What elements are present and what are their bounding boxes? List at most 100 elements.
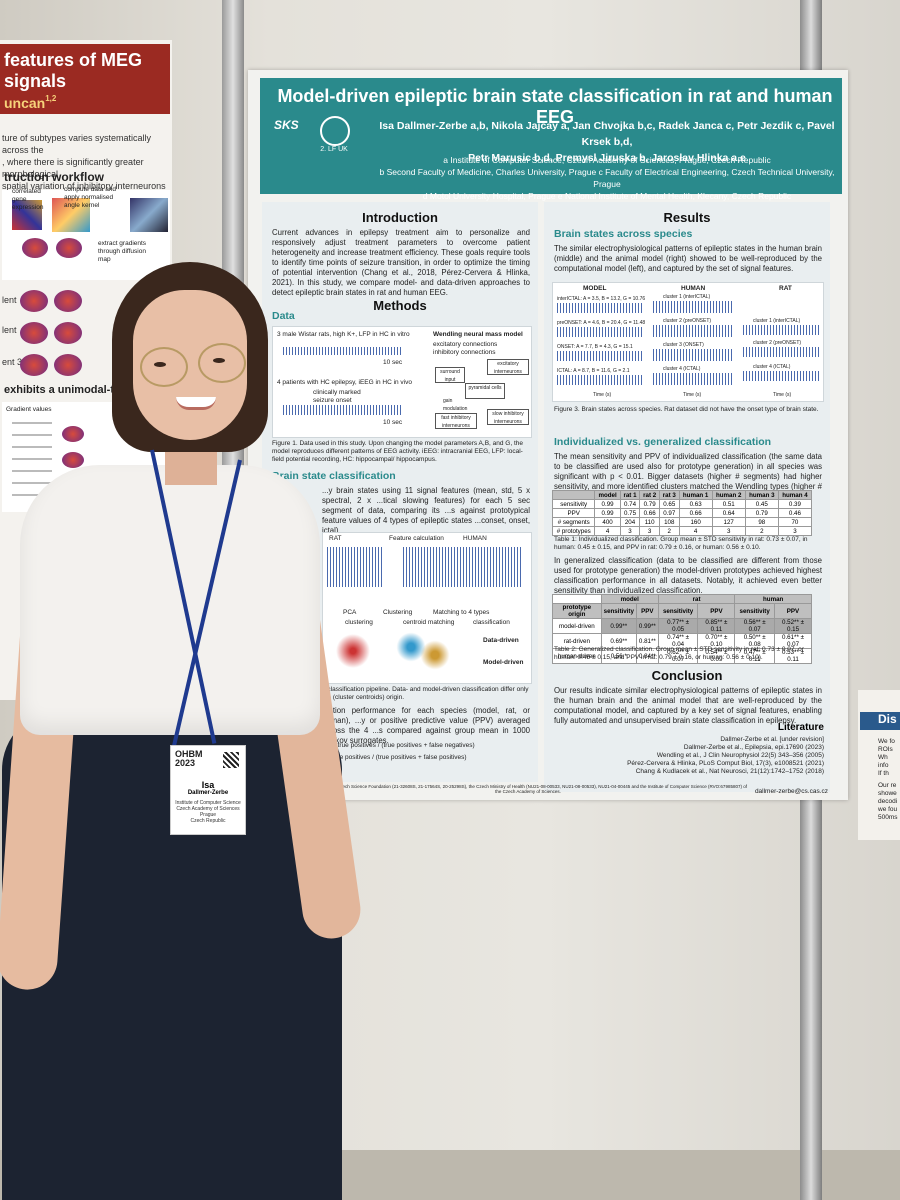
right-poster-text: We fo ROIs Wh info If th Our re showe de… [878,738,900,822]
performance-text: ...ation performance for each species (m… [322,706,530,745]
literature-item: Pérez-Cervera & Hlinka, PLoS Comput Biol… [627,760,824,767]
model-row-label: preONSET: A = 4.6, B = 20.4, G = 11.48 [557,320,646,326]
table-cell: 400 [594,517,621,527]
table-cell: 0.85** ± 0.11 [697,618,736,634]
methods-heading: Methods [373,298,427,313]
table-cell: 3 [711,526,746,536]
table-cell: 0.79 [744,508,779,518]
intro-line: , where there is significantly greater m… [2,157,144,179]
model-trace [557,303,643,313]
table-row: # prototypes 4 3 3 2 4 3 2 3 [551,526,813,536]
ppv-formula: true positives / (true positives + false… [332,754,467,761]
table-cell: 2 [658,526,680,536]
author-line: Isa Dallmer-Zerbe a,b, Nikola Jajcay a, … [379,120,835,148]
glasses-right-lens [198,343,246,383]
pipeline-label: centroid matching [403,619,455,626]
contact-email: dallmer-zerbe@cs.cas.cz [754,788,828,795]
text-fragment: Our re [878,782,897,789]
intro-heading: Introduction [362,210,438,225]
table-cell: 0.75 [619,508,641,518]
table-cell: 0.77** ± 0.05 [657,618,699,634]
text-fragment: showe [878,790,897,797]
model-trace [557,327,643,337]
sensitivity-formula: = true positives / (true positives + fal… [332,742,475,749]
rat-trace [743,325,819,335]
table-header: human 1 [678,490,713,500]
table-cell: 4 [594,526,621,536]
table1-caption: Table 1: Individualized classification. … [554,536,808,551]
intro-line: ture of subtypes varies systematically a… [2,133,152,155]
pipeline-label: clustering [345,619,373,626]
glasses-left-lens [140,347,188,387]
table-row: model-driven 0.99** 0.99** 0.77** ± 0.05… [552,618,812,634]
table-cell: 3 [777,526,813,536]
table-cell: 3 [639,526,660,536]
figure1-caption: Figure 1. Data used in this study. Upon … [272,440,523,463]
left-poster-author-sup: 1,2 [45,94,57,103]
affiliation: b Second Faculty of Medicine, Charles Un… [379,167,835,189]
cluster-label: cluster 1 (interICTAL) [663,294,711,300]
table-cell: 0.54** ± 0.09 [697,648,736,664]
table-header: model [594,490,621,500]
table-individualized: model rat 1 rat 2 rat 3 human 1 human 2 … [551,490,813,536]
pipeline-figure: RAT Feature calculation HUMAN PCA Cluste… [322,532,532,684]
poster-authors: Isa Dallmer-Zerbe a,b, Nikola Jajcay a, … [372,118,842,166]
right-poster: Dis We fo ROIs Wh info If th Our re show… [858,690,900,840]
pipeline-label: PCA [343,609,357,616]
main-poster: Model-driven epileptic brain state class… [248,70,848,800]
side-note: lent [2,295,17,305]
text-fragment: 500ms [878,814,898,821]
table-header [551,490,596,500]
left-poster-author: uncan [4,95,46,111]
badge-institution: Institute of Computer Science Czech Acad… [171,800,245,824]
brain-map [20,290,48,312]
table-cell: 0.47** ± 0.11 [734,648,775,664]
conclusion-heading: Conclusion [651,668,723,683]
pipeline-label: Feature calculation [389,535,444,542]
table-header: human 2 [711,490,746,500]
table-header-row: model rat 1 rat 2 rat 3 human 1 human 2 … [551,490,813,500]
text-fragment: info [878,762,889,769]
table-cell: 0.97 [658,508,680,518]
sks-logo: SKS [274,118,299,132]
table-cell: 0.84** [635,648,659,664]
literature-list: Dallmer-Zerbe et al. [under revision] Da… [584,736,824,776]
table-header: PPV [697,603,736,619]
rat-trace [743,371,819,381]
conclusion-text: Our results indicate similar electrophys… [554,686,822,725]
table-cell: 0.64 [711,508,746,518]
human-trace [653,301,733,313]
col-header: MODEL [583,285,607,292]
table-header: rat 3 [658,490,680,500]
table-cell: 0.99 [594,499,621,509]
table-cell: 0.51 [711,499,746,509]
text-fragment: we fou [878,806,898,813]
brain-map [22,238,48,258]
gradient-matrix [130,198,168,232]
brain-maps-grid: lent lent ent 3 [2,290,170,380]
table-cell: 0.66 [678,508,713,518]
cluster-label: cluster 2 (preONSET) [663,318,712,324]
onset-label: clinically marked seizure onset [313,389,361,404]
table-cell [552,594,602,604]
cluster-label: cluster 1 (interICTAL) [753,318,801,324]
gene-matrix [12,200,42,230]
badge-inst-line: Institute of Computer Science [175,800,241,806]
badge-inst-line: Prague [199,812,217,818]
table-cell: 0.39 [777,499,813,509]
table-cell: sensitivity [551,499,596,509]
model-driven-label: Model-driven [483,659,524,666]
table-cell: 0.53** ± 0.11 [774,648,812,664]
pca-scatter [333,631,373,671]
left-column: Introduction Current advances in epileps… [262,202,538,782]
affiliation: a Institute of Computer Science, Czech A… [443,155,771,165]
table-cell: 110 [639,517,660,527]
pipeline-label: RAT [329,535,342,542]
species-heading: Brain states across species [554,228,693,240]
table-cell: 0.79 [639,499,660,509]
poster-affiliations: a Institute of Computer Science, Czech A… [372,154,842,202]
text-fragment: If th [878,770,889,777]
literature-item: Dallmer-Zerbe et al., Epilepsia, epi.176… [683,744,824,751]
right-poster-title: Dis [860,712,900,730]
figure2-caption: ...classification pipeline. Data- and mo… [322,686,529,701]
